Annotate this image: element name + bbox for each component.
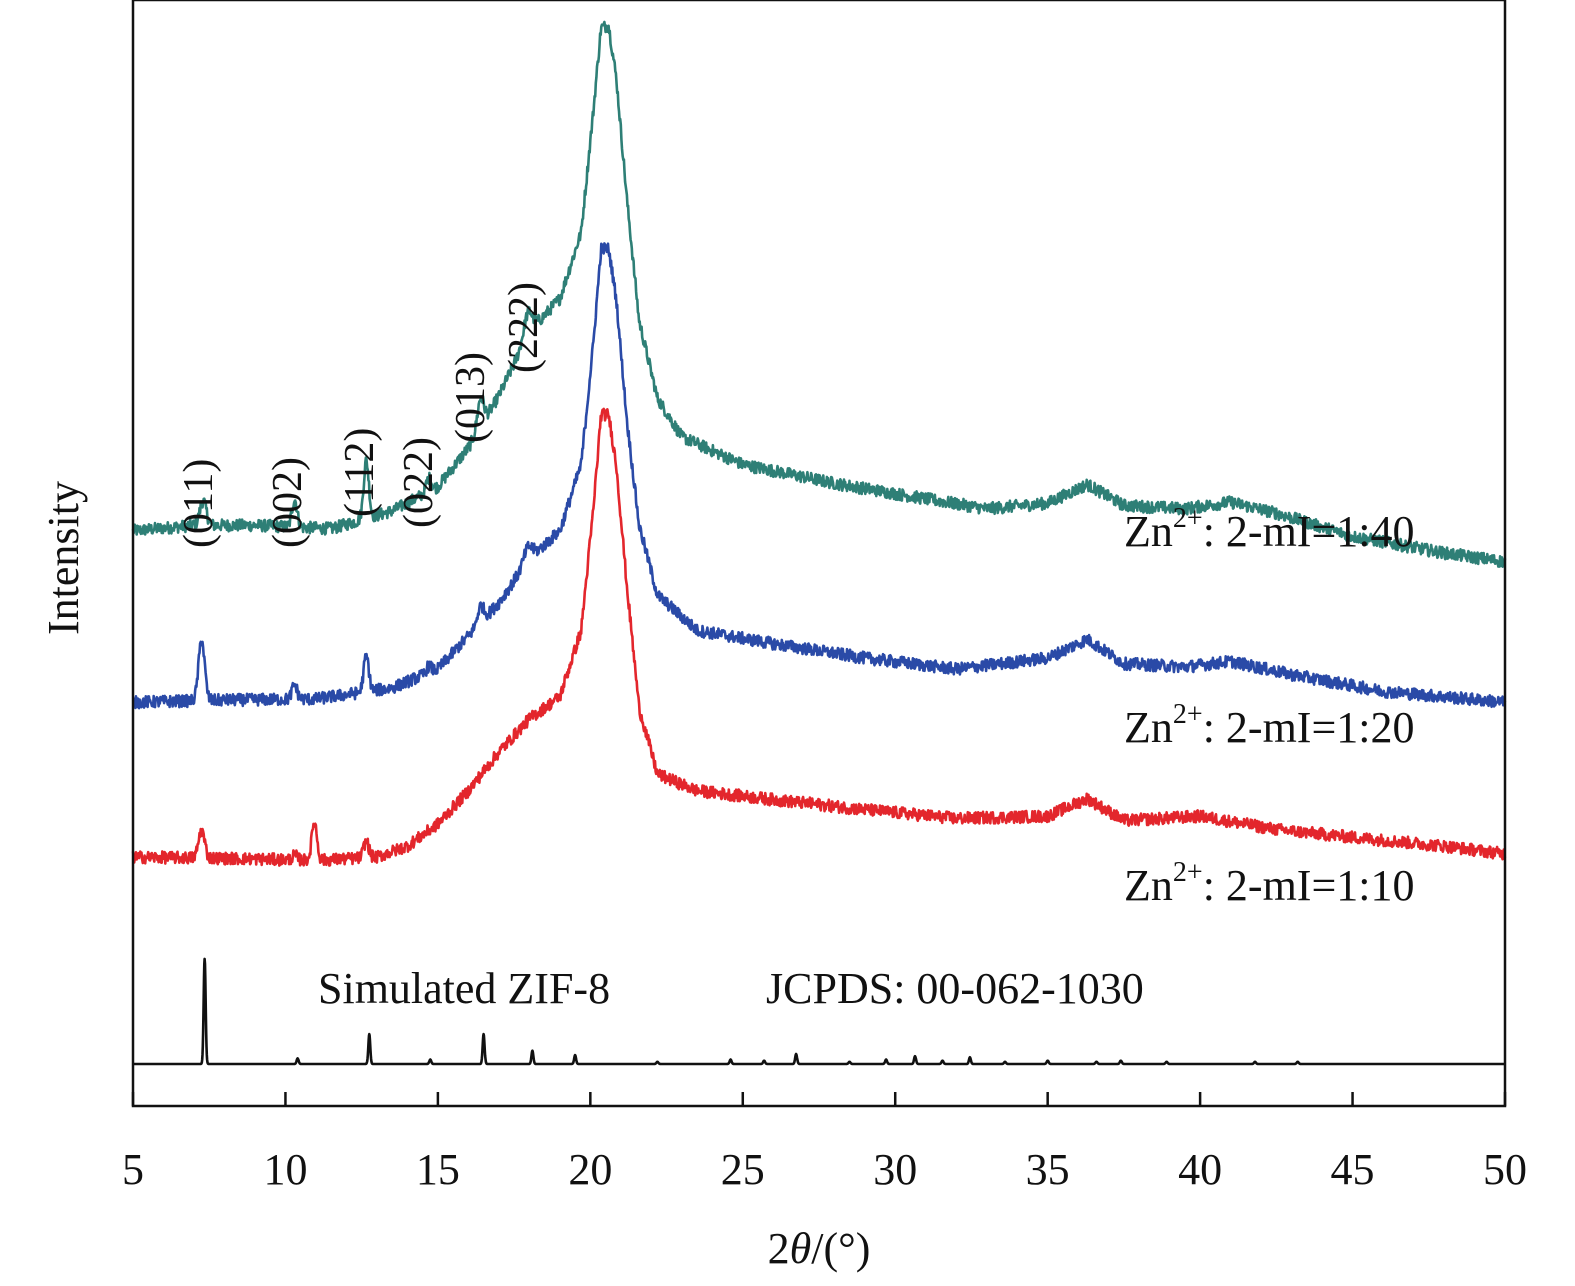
x-tick-label: 50 bbox=[1483, 1145, 1527, 1194]
svg-text:Zn2+: 2-mI=1:20: Zn2+: 2-mI=1:20 bbox=[1124, 699, 1414, 752]
series-label-sup: 2+ bbox=[1173, 857, 1203, 888]
series-line-1-40 bbox=[131, 20, 1507, 569]
x-tick-label: 35 bbox=[1026, 1145, 1070, 1194]
series-line-1-10 bbox=[131, 407, 1507, 867]
series-label-sup: 2+ bbox=[1173, 503, 1203, 534]
x-tick-label: 5 bbox=[122, 1145, 144, 1194]
data-layer bbox=[131, 20, 1507, 1066]
peak-label-013: (013) bbox=[448, 352, 494, 443]
series-label-suffix: : 2-mI=1:20 bbox=[1203, 703, 1415, 752]
x-tick-label: 20 bbox=[568, 1145, 612, 1194]
x-tick-label: 25 bbox=[721, 1145, 765, 1194]
reference-pattern-line bbox=[132, 957, 1506, 1066]
series-label-1-10: Zn2+: 2-mI=1:10 bbox=[1124, 857, 1414, 910]
x-axis-label-suffix: /(°) bbox=[811, 1224, 870, 1273]
x-tick-label: 45 bbox=[1331, 1145, 1375, 1194]
series-label-prefix: Zn bbox=[1124, 703, 1173, 752]
x-tick-label: 40 bbox=[1178, 1145, 1222, 1194]
reference-label-simulated: Simulated ZIF-8 bbox=[318, 964, 610, 1013]
x-tick-label: 30 bbox=[873, 1145, 917, 1194]
svg-text:Zn2+: 2-mI=1:10: Zn2+: 2-mI=1:10 bbox=[1124, 857, 1414, 910]
x-axis-label-prefix: 2 bbox=[768, 1224, 790, 1273]
x-axis-label-theta: θ bbox=[790, 1224, 812, 1273]
x-tick-label: 10 bbox=[263, 1145, 307, 1194]
plot-frame bbox=[131, 0, 1507, 1108]
series-label-suffix: : 2-mI=1:40 bbox=[1203, 507, 1415, 556]
peak-label-002: (002) bbox=[265, 457, 311, 548]
series-label-1-40: Zn2+: 2-mI=1:40 bbox=[1124, 503, 1414, 556]
peak-label-112: (112) bbox=[337, 428, 383, 517]
x-axis-ticks: 5 10 15 20 25 30 35 40 45 50 bbox=[122, 1092, 1527, 1194]
series-label-1-20: Zn2+: 2-mI=1:20 bbox=[1124, 699, 1414, 752]
series-label-prefix: Zn bbox=[1124, 861, 1173, 910]
reference-label-jcpds: JCPDS: 00-062-1030 bbox=[766, 964, 1144, 1013]
series-label-suffix: : 2-mI=1:10 bbox=[1203, 861, 1415, 910]
peak-label-011: (011) bbox=[176, 459, 222, 548]
y-axis-label: Intensity bbox=[39, 481, 88, 635]
series-label-sup: 2+ bbox=[1173, 699, 1203, 730]
series-line-1-20 bbox=[132, 242, 1507, 710]
x-axis-label: 2θ/(°) bbox=[768, 1224, 871, 1273]
svg-text:Zn2+: 2-mI=1:40: Zn2+: 2-mI=1:40 bbox=[1124, 503, 1414, 556]
series-label-prefix: Zn bbox=[1124, 507, 1173, 556]
peak-label-022: (022) bbox=[396, 437, 442, 528]
peak-label-222: (222) bbox=[501, 282, 547, 373]
x-tick-label: 15 bbox=[416, 1145, 460, 1194]
